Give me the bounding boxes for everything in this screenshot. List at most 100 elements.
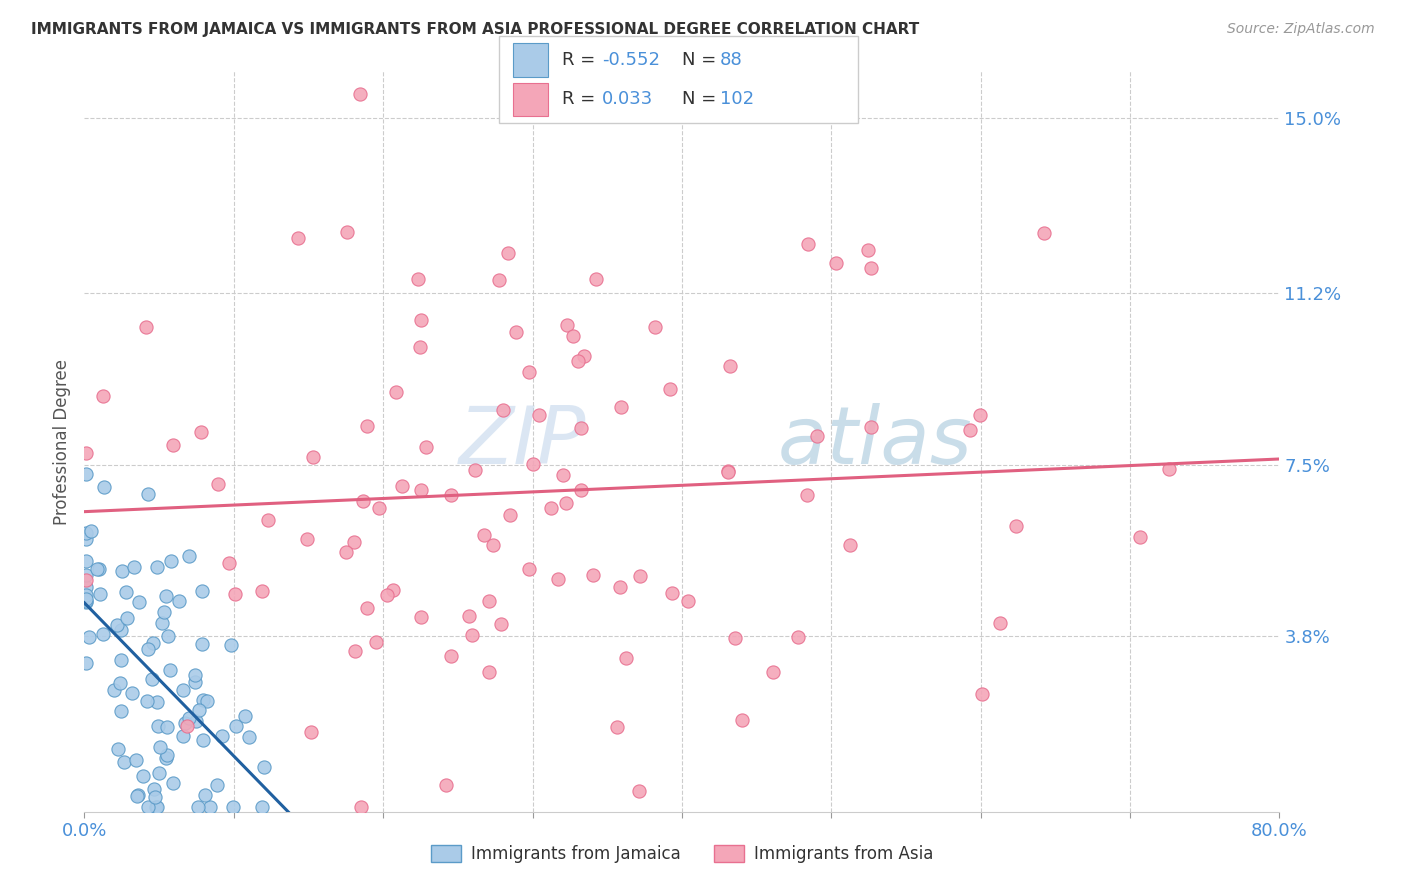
Point — [661, 586, 683, 600]
Point — [79, 631, 101, 645]
Point — [179, 549, 201, 563]
Point — [1128, 530, 1150, 544]
Point — [464, 463, 486, 477]
Point — [498, 246, 520, 260]
Point — [796, 236, 818, 251]
Point — [207, 778, 229, 792]
Point — [352, 494, 374, 508]
Point — [724, 632, 747, 646]
Point — [145, 800, 167, 814]
Point — [75, 594, 97, 608]
Point — [135, 320, 157, 334]
Point — [219, 639, 242, 653]
Point — [110, 624, 132, 638]
Point — [146, 719, 169, 733]
Point — [125, 753, 148, 767]
Text: -0.552: -0.552 — [602, 51, 659, 70]
Point — [167, 594, 190, 608]
Point — [105, 617, 128, 632]
Point — [299, 725, 322, 739]
Point — [93, 480, 115, 494]
Point — [644, 319, 666, 334]
Point — [195, 694, 218, 708]
Point — [356, 418, 378, 433]
Text: 0.033: 0.033 — [602, 90, 652, 109]
Point — [149, 739, 172, 754]
Point — [569, 421, 592, 435]
Point — [141, 672, 163, 686]
Point — [478, 665, 501, 680]
Point — [156, 720, 179, 734]
Point — [110, 653, 132, 667]
Point — [364, 635, 387, 649]
Point — [367, 500, 389, 515]
Point — [859, 261, 882, 276]
Point — [184, 675, 207, 690]
Point — [555, 318, 578, 333]
Point — [343, 644, 366, 658]
Point — [146, 559, 169, 574]
Point — [460, 628, 482, 642]
Point — [585, 272, 607, 286]
Point — [155, 751, 177, 765]
Point — [658, 382, 681, 396]
Point — [107, 742, 129, 756]
Point — [505, 325, 527, 339]
Point — [115, 585, 138, 599]
Point — [517, 562, 540, 576]
Point — [80, 524, 103, 538]
Point — [606, 720, 628, 734]
Point — [856, 243, 879, 257]
Point — [75, 525, 97, 540]
Point — [156, 748, 179, 763]
Point — [207, 476, 229, 491]
Point — [75, 567, 97, 582]
Y-axis label: Professional Degree: Professional Degree — [53, 359, 72, 524]
Point — [238, 730, 260, 744]
Text: ZIP: ZIP — [458, 402, 586, 481]
Point — [153, 605, 176, 619]
Point — [498, 508, 520, 523]
Point — [257, 513, 280, 527]
Point — [786, 630, 808, 644]
Point — [136, 486, 159, 500]
Point — [409, 340, 432, 354]
Point — [125, 789, 148, 804]
Point — [1157, 462, 1180, 476]
Point — [222, 800, 245, 814]
Point — [375, 588, 398, 602]
Point — [540, 500, 562, 515]
Point — [138, 800, 160, 814]
Text: IMMIGRANTS FROM JAMAICA VS IMMIGRANTS FROM ASIA PROFESSIONAL DEGREE CORRELATION : IMMIGRANTS FROM JAMAICA VS IMMIGRANTS FR… — [31, 22, 920, 37]
Point — [838, 538, 860, 552]
Text: N =: N = — [682, 90, 716, 109]
Point — [572, 349, 595, 363]
Point — [103, 683, 125, 698]
Point — [143, 789, 166, 804]
Point — [860, 419, 883, 434]
Point — [415, 440, 437, 454]
Point — [218, 556, 240, 570]
Point — [522, 457, 544, 471]
Point — [391, 479, 413, 493]
Legend: Immigrants from Jamaica, Immigrants from Asia: Immigrants from Jamaica, Immigrants from… — [425, 838, 939, 870]
Point — [796, 488, 818, 502]
Point — [142, 781, 165, 796]
Point — [567, 353, 589, 368]
Point — [562, 328, 585, 343]
Point — [184, 668, 207, 682]
Point — [224, 587, 246, 601]
Point — [111, 564, 134, 578]
Point — [162, 438, 184, 452]
Point — [409, 610, 432, 624]
Point — [75, 589, 97, 603]
Point — [225, 719, 247, 733]
Point — [110, 705, 132, 719]
Point — [75, 467, 97, 482]
Point — [91, 389, 114, 403]
Point — [409, 312, 432, 326]
Point — [162, 776, 184, 790]
Text: atlas: atlas — [778, 402, 973, 481]
Point — [349, 87, 371, 102]
Point — [569, 483, 592, 497]
